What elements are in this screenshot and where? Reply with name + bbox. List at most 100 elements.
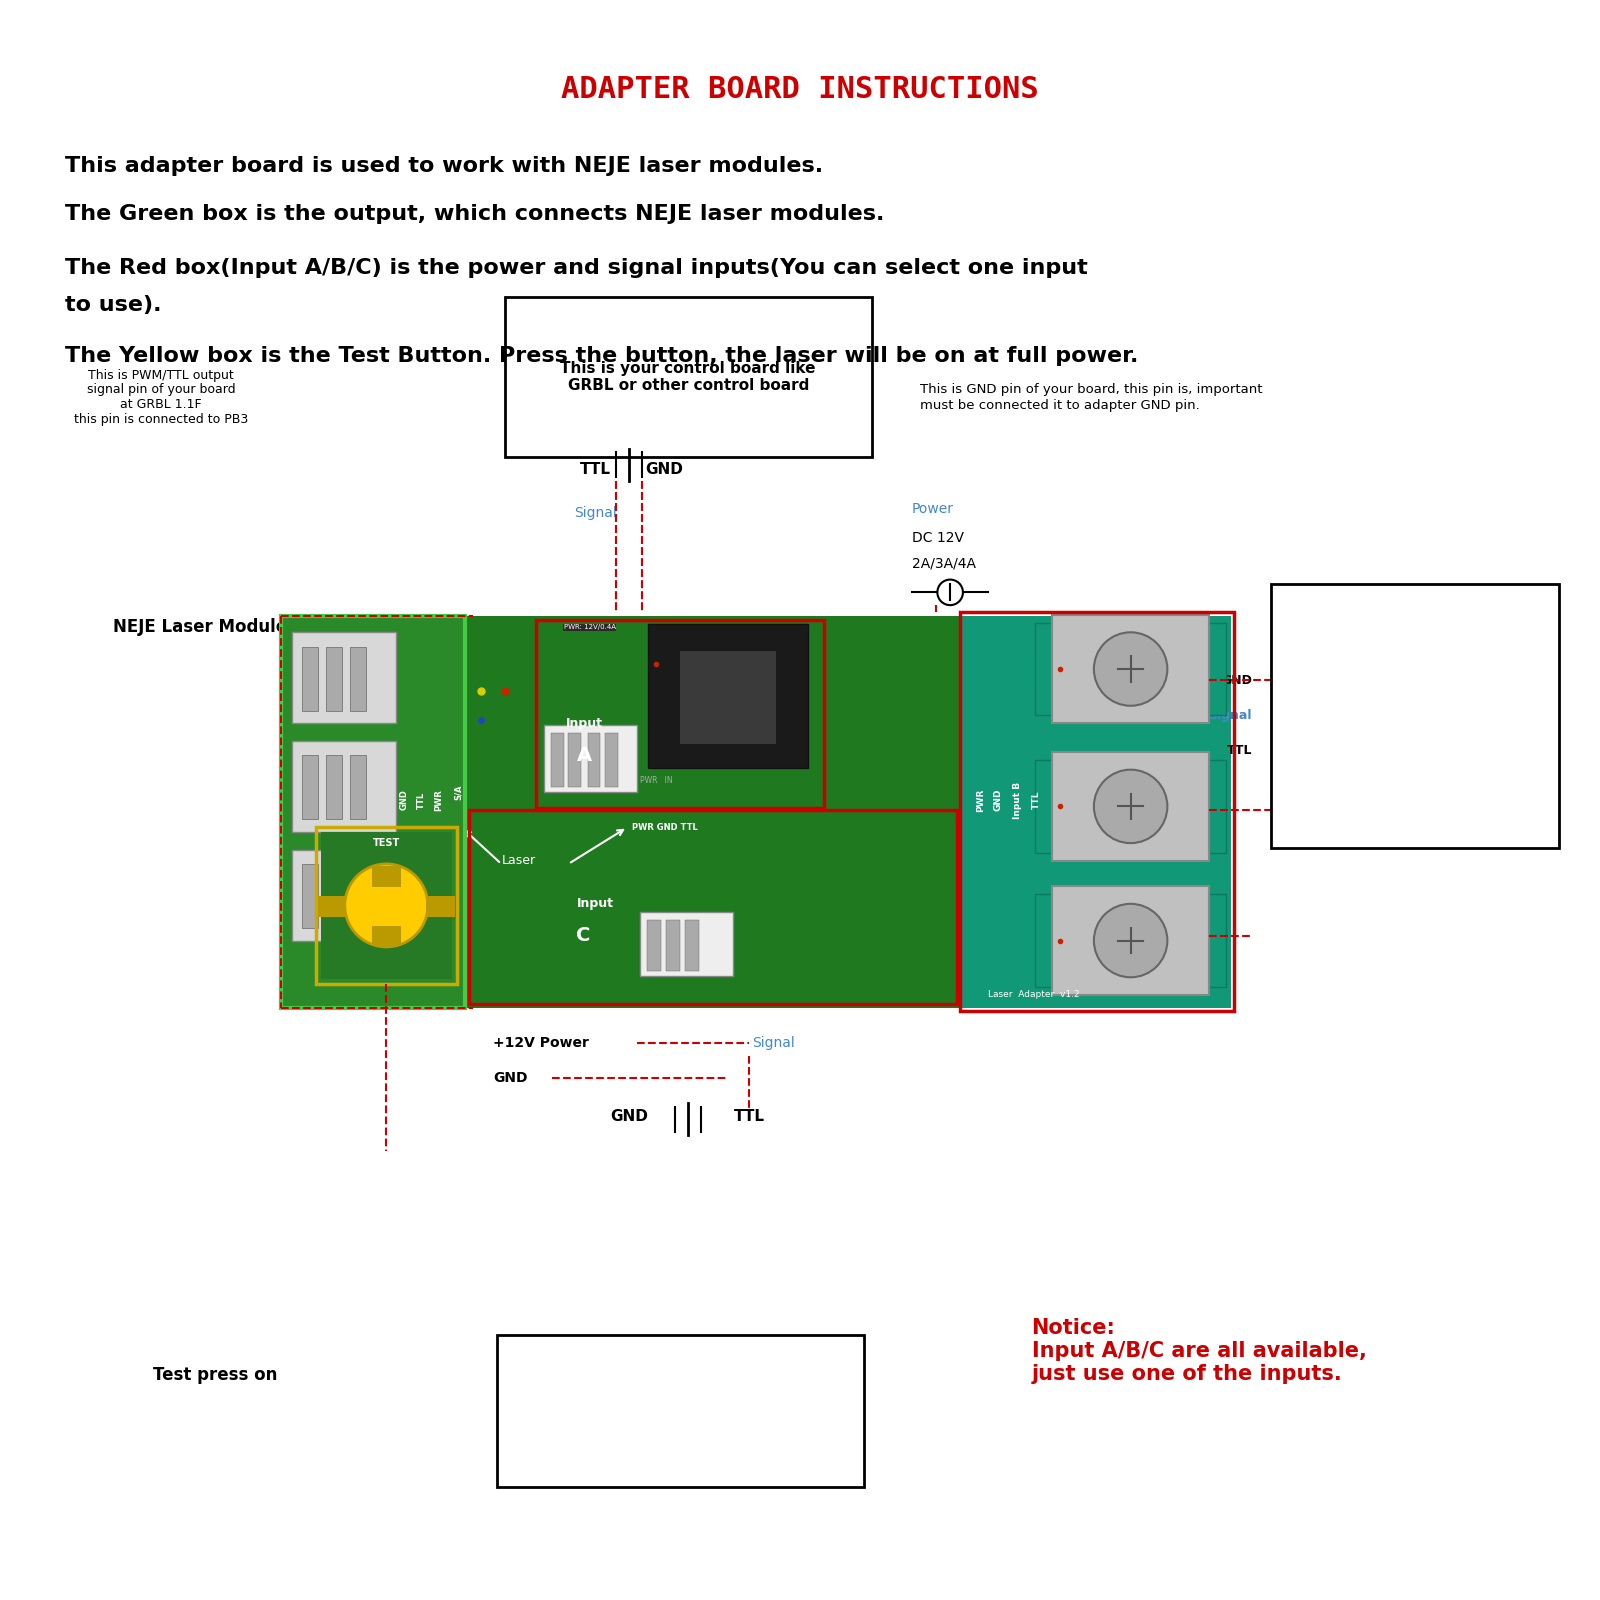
Bar: [640, 912, 733, 976]
Text: S/A: S/A: [454, 784, 462, 800]
Bar: [1035, 894, 1058, 987]
Bar: [605, 733, 618, 787]
Text: C: C: [576, 926, 590, 946]
Bar: [587, 733, 600, 787]
Bar: [648, 624, 808, 768]
Text: Input: Input: [576, 898, 613, 910]
Bar: [349, 755, 365, 819]
Text: Notice:
Input A/B/C are all available,
just use one of the inputs.: Notice: Input A/B/C are all available, j…: [1032, 1318, 1366, 1384]
Text: This is your
control board
like GRBL or
other control
board: This is your control board like GRBL or …: [1368, 680, 1462, 752]
Bar: [1053, 752, 1210, 861]
Text: PWR: PWR: [976, 789, 986, 811]
Text: TTL: TTL: [1032, 790, 1042, 810]
Bar: [282, 616, 1232, 1008]
Circle shape: [344, 864, 427, 947]
Circle shape: [1094, 632, 1168, 706]
Text: +12V Power: +12V Power: [493, 1035, 589, 1050]
Bar: [282, 616, 464, 1008]
Text: TTL: TTL: [418, 792, 426, 808]
Bar: [1053, 886, 1210, 995]
Text: to use).: to use).: [66, 294, 162, 315]
Bar: [371, 866, 400, 886]
Bar: [302, 864, 318, 928]
Circle shape: [1094, 904, 1168, 978]
Bar: [960, 611, 1235, 1011]
Bar: [536, 619, 824, 808]
Bar: [469, 810, 957, 1005]
Text: GND: GND: [400, 789, 408, 811]
Text: TTL: TTL: [581, 462, 611, 477]
FancyBboxPatch shape: [496, 1334, 864, 1486]
Text: This is PWM/TTL output
signal pin of your board
at GRBL 1.1F
this pin is connect: This is PWM/TTL output signal pin of you…: [74, 368, 248, 427]
Bar: [1205, 622, 1227, 715]
Bar: [1035, 622, 1058, 715]
Text: The Yellow box is the Test Button. Press the button, the laser will be on at ful: The Yellow box is the Test Button. Press…: [66, 346, 1139, 366]
Text: -GND: -GND: [1323, 803, 1365, 816]
Bar: [685, 920, 699, 971]
Bar: [960, 616, 1232, 1008]
Bar: [568, 733, 581, 787]
Text: TTL: TTL: [733, 1109, 765, 1123]
Bar: [326, 864, 341, 928]
Text: GND: GND: [493, 1070, 528, 1085]
FancyBboxPatch shape: [504, 298, 872, 456]
Text: TEST: TEST: [373, 838, 400, 848]
Text: PWR   IN: PWR IN: [640, 776, 674, 786]
Text: Signal: Signal: [1208, 709, 1253, 722]
Text: Laser  Adapter  v1.2: Laser Adapter v1.2: [989, 990, 1080, 1000]
Bar: [349, 646, 365, 710]
Text: Test press on: Test press on: [154, 1366, 277, 1384]
Text: NEJE Laser Module: NEJE Laser Module: [114, 619, 288, 637]
Bar: [293, 632, 395, 723]
Text: +12V Power: +12V Power: [1323, 674, 1419, 688]
Text: This adapter board is used to work with NEJE laser modules.: This adapter board is used to work with …: [66, 155, 824, 176]
Text: Laser: Laser: [501, 854, 536, 867]
Text: PWR: 12V/0.4A: PWR: 12V/0.4A: [563, 624, 616, 630]
Bar: [318, 896, 346, 917]
Text: Signal: Signal: [752, 1035, 795, 1050]
Bar: [371, 926, 400, 947]
Bar: [1053, 614, 1210, 723]
Bar: [349, 864, 365, 928]
Text: This is your control board like
GRBL or other control board: This is your control board like GRBL or …: [552, 1395, 808, 1427]
Bar: [282, 616, 464, 1008]
Text: The Green box is the output, which connects NEJE laser modules.: The Green box is the output, which conne…: [66, 203, 885, 224]
Text: A: A: [578, 746, 592, 765]
Text: Input: Input: [566, 717, 603, 730]
Text: TTL: TTL: [1227, 744, 1253, 757]
Text: Input B: Input B: [1013, 781, 1022, 819]
Circle shape: [1094, 770, 1168, 843]
Bar: [1035, 760, 1058, 853]
Text: PWR GND TTL: PWR GND TTL: [632, 822, 698, 832]
Bar: [646, 920, 661, 971]
Bar: [326, 646, 341, 710]
Text: GND: GND: [994, 789, 1003, 811]
Bar: [1205, 894, 1227, 987]
Text: This is your control board like
GRBL or other control board: This is your control board like GRBL or …: [560, 360, 816, 394]
Bar: [293, 741, 395, 832]
Bar: [293, 850, 395, 941]
Text: Power: Power: [912, 502, 954, 517]
Text: DC 12V: DC 12V: [912, 531, 963, 546]
Text: GND: GND: [610, 1109, 648, 1123]
Text: PWR: PWR: [435, 789, 443, 811]
Bar: [544, 725, 637, 792]
Text: ADAPTER BOARD INSTRUCTIONS: ADAPTER BOARD INSTRUCTIONS: [562, 75, 1038, 104]
Bar: [322, 832, 451, 979]
Bar: [680, 651, 776, 744]
Bar: [302, 646, 318, 710]
Bar: [302, 755, 318, 819]
FancyBboxPatch shape: [1270, 584, 1558, 848]
Text: 2A/3A/4A: 2A/3A/4A: [912, 557, 976, 571]
Text: GND: GND: [1221, 674, 1253, 686]
Bar: [666, 920, 680, 971]
Text: GND: GND: [645, 462, 683, 477]
Text: This is GND pin of your board, this pin is, important
must be connected it to ad: This is GND pin of your board, this pin …: [920, 384, 1262, 411]
Text: Signal: Signal: [574, 506, 618, 520]
Bar: [326, 755, 341, 819]
Text: The Red box(Input A/B/C) is the power and signal inputs(You can select one input: The Red box(Input A/B/C) is the power an…: [66, 258, 1088, 278]
Bar: [317, 827, 456, 984]
Bar: [550, 733, 563, 787]
Bar: [1205, 760, 1227, 853]
Bar: [426, 896, 454, 917]
